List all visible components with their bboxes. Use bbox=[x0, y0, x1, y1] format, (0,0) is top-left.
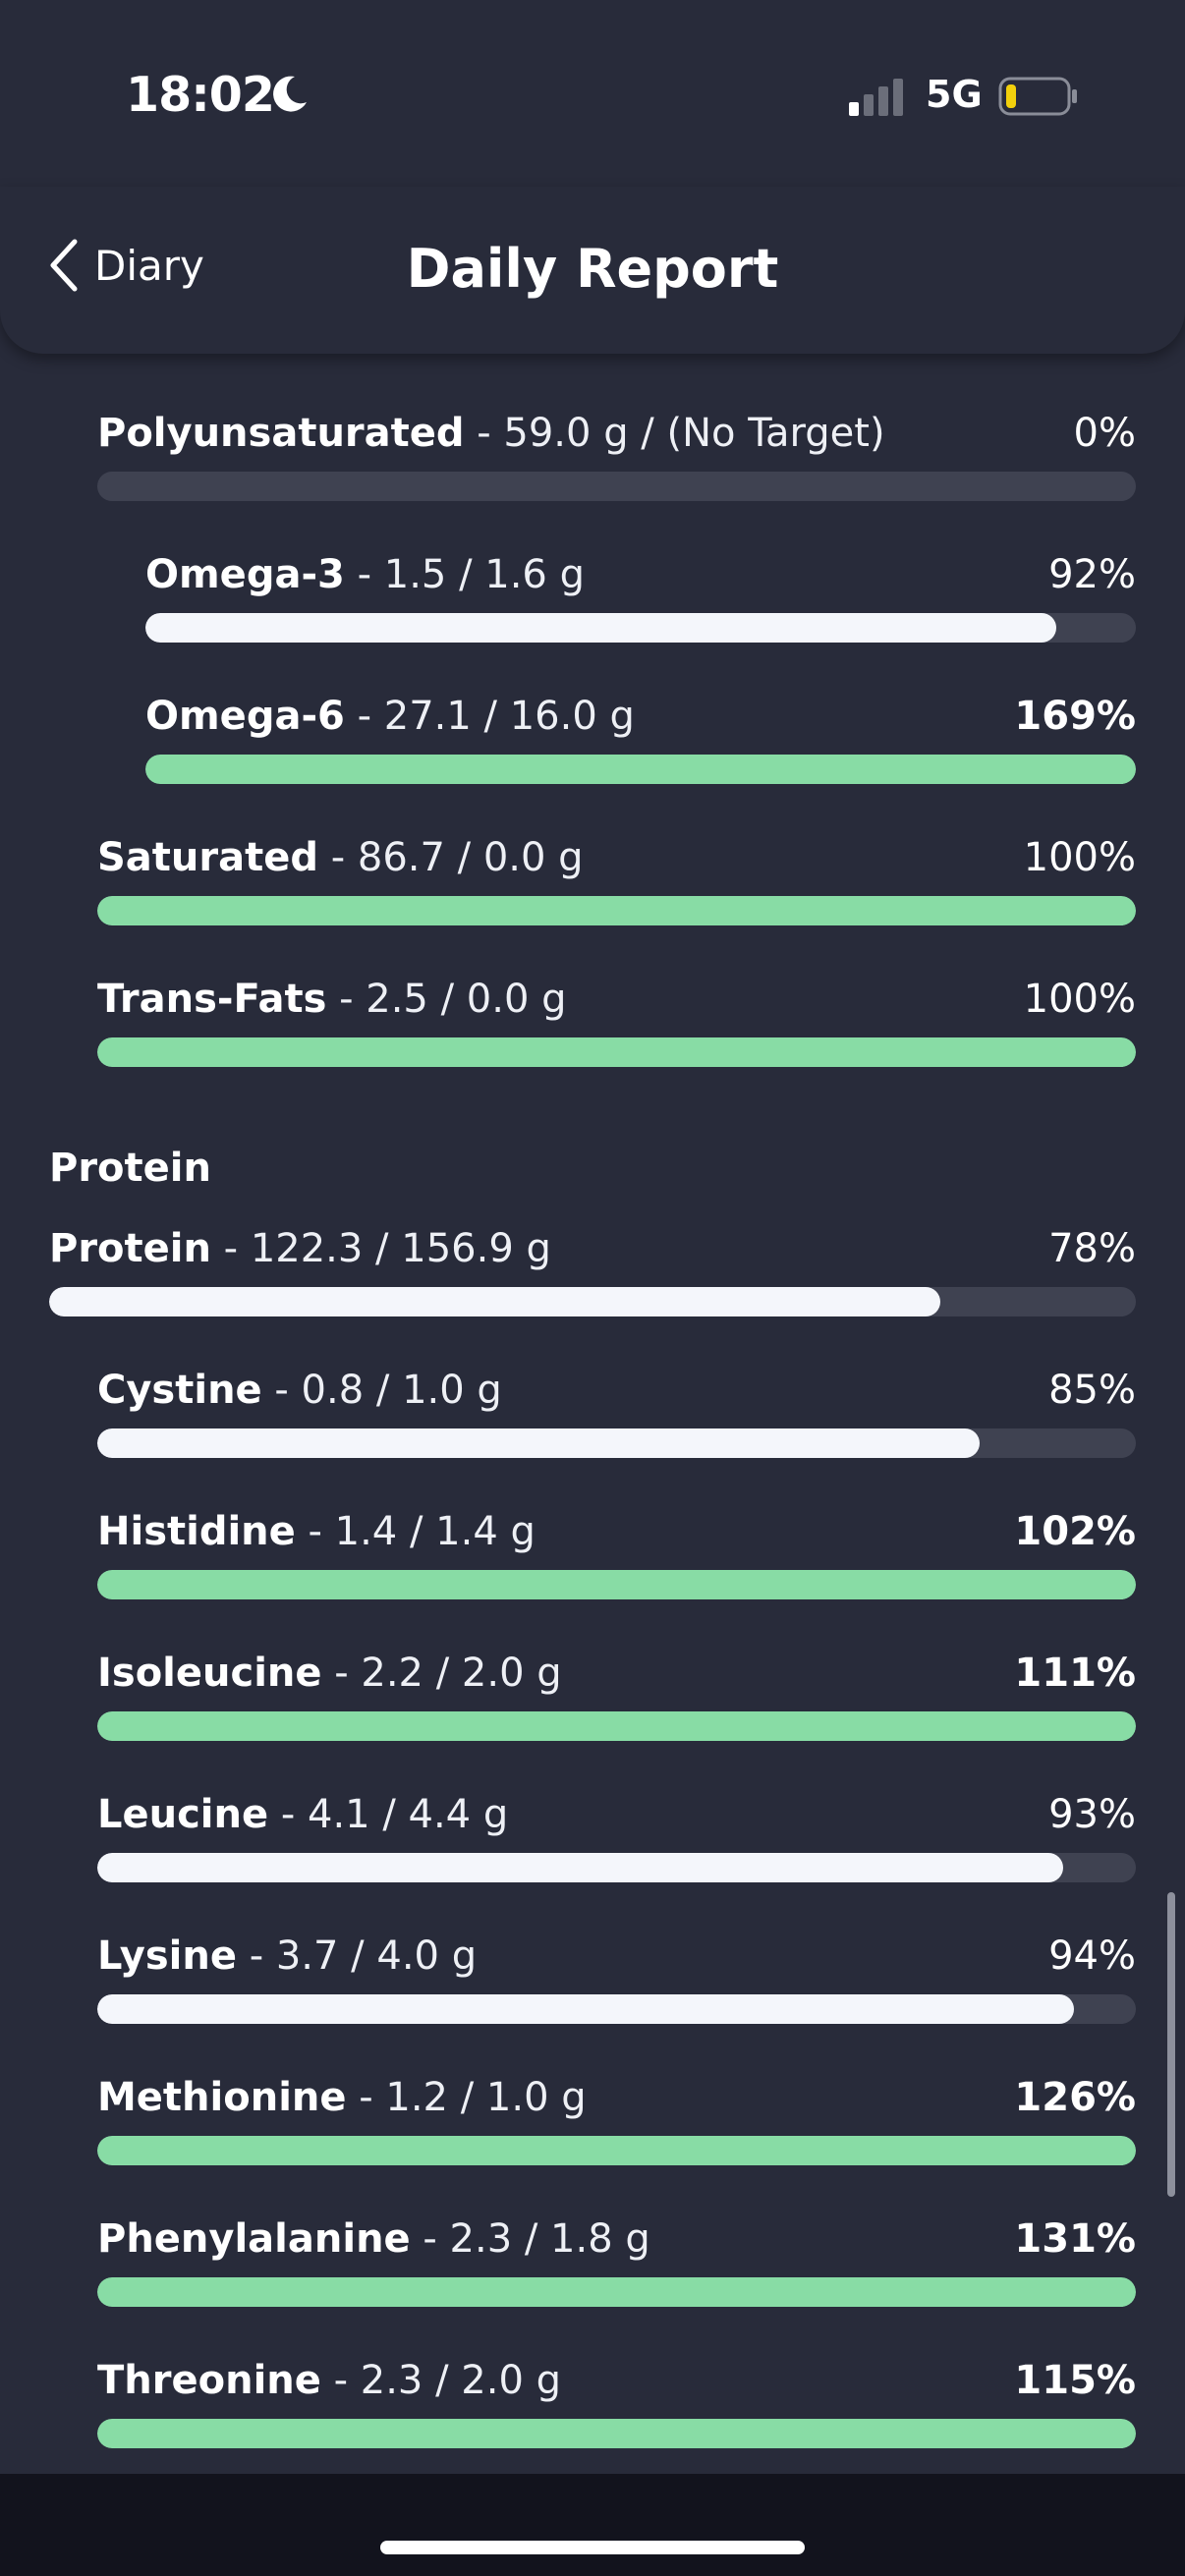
progress-track bbox=[49, 1287, 1136, 1316]
nutrient-name: Lysine bbox=[97, 1933, 237, 1979]
nutrient-amount: - 3.7 / 4.0 g bbox=[236, 1933, 478, 1979]
progress-track bbox=[97, 1853, 1136, 1882]
nutrient-percent: 93% bbox=[1048, 1792, 1136, 1837]
nutrient-name: Omega-6 bbox=[145, 694, 345, 739]
nutrient-percent: 92% bbox=[1048, 552, 1136, 597]
nutrient-name: Omega-3 bbox=[145, 552, 345, 597]
nutrient-amount: - 2.3 / 2.0 g bbox=[320, 2358, 561, 2403]
nutrient-label: Polyunsaturated - 59.0 g / (No Target) bbox=[97, 411, 1136, 468]
nutrient-name: Trans-Fats bbox=[97, 977, 327, 1022]
nutrient-name: Protein bbox=[49, 1226, 211, 1271]
nutrient-percent: 94% bbox=[1048, 1933, 1136, 1979]
header: Diary Daily Report bbox=[0, 187, 1185, 354]
progress-fill bbox=[97, 1570, 1136, 1599]
scrollbar[interactable] bbox=[1167, 1892, 1175, 2197]
nutrient-percent: 0% bbox=[1073, 411, 1136, 456]
nutrient-percent: 111% bbox=[1014, 1651, 1136, 1696]
back-label: Diary bbox=[94, 241, 204, 290]
nutrient-name: Leucine bbox=[97, 1792, 269, 1837]
nutrient-label: Trans-Fats - 2.5 / 0.0 g bbox=[97, 977, 1136, 1034]
nutrient-name: Phenylalanine bbox=[97, 2216, 411, 2262]
nutrient-amount: - 2.5 / 0.0 g bbox=[326, 977, 567, 1022]
progress-track bbox=[97, 1994, 1136, 2024]
nutrient-percent: 85% bbox=[1048, 1368, 1136, 1413]
nutrient-amount: - 4.1 / 4.4 g bbox=[268, 1792, 509, 1837]
progress-fill bbox=[97, 1853, 1063, 1882]
nutrient-name: Threonine bbox=[97, 2358, 321, 2403]
progress-track bbox=[145, 613, 1136, 643]
nutrient-name: Isoleucine bbox=[97, 1651, 322, 1696]
nutrient-percent: 131% bbox=[1014, 2216, 1136, 2262]
nutrient-name: Polyunsaturated bbox=[97, 411, 465, 456]
progress-fill bbox=[145, 755, 1136, 784]
nutrient-percent: 115% bbox=[1014, 2358, 1136, 2403]
progress-track bbox=[145, 755, 1136, 784]
signal-icon bbox=[849, 79, 903, 116]
progress-fill bbox=[97, 896, 1136, 925]
nutrient-label: Threonine - 2.3 / 2.0 g bbox=[97, 2358, 1136, 2415]
bottom-bar bbox=[0, 2474, 1185, 2576]
nutrient-label: Leucine - 4.1 / 4.4 g bbox=[97, 1792, 1136, 1849]
nutrient-amount: - 122.3 / 156.9 g bbox=[210, 1226, 551, 1271]
progress-track bbox=[97, 1428, 1136, 1458]
page-title: Daily Report bbox=[406, 238, 779, 300]
progress-fill bbox=[97, 2277, 1136, 2307]
nutrient-amount: - 0.8 / 1.0 g bbox=[261, 1368, 502, 1413]
progress-track bbox=[97, 1570, 1136, 1599]
nutrient-amount: - 2.2 / 2.0 g bbox=[321, 1651, 562, 1696]
nutrient-label: Saturated - 86.7 / 0.0 g bbox=[97, 835, 1136, 892]
progress-fill bbox=[49, 1287, 940, 1316]
nutrient-label: Methionine - 1.2 / 1.0 g bbox=[97, 2075, 1136, 2132]
nutrient-label: Isoleucine - 2.2 / 2.0 g bbox=[97, 1651, 1136, 1708]
home-indicator[interactable] bbox=[380, 2541, 805, 2554]
nutrient-name: Cystine bbox=[97, 1368, 262, 1413]
progress-track bbox=[97, 2136, 1136, 2165]
nutrient-amount: - 86.7 / 0.0 g bbox=[318, 835, 584, 880]
battery-icon bbox=[998, 77, 1077, 116]
nutrient-name: Saturated bbox=[97, 835, 318, 880]
progress-track bbox=[97, 2419, 1136, 2448]
nutrient-label: Cystine - 0.8 / 1.0 g bbox=[97, 1368, 1136, 1425]
progress-fill bbox=[145, 613, 1057, 643]
status-bar: 18:02 5G bbox=[0, 0, 1185, 187]
nutrient-label: Omega-3 - 1.5 / 1.6 g bbox=[145, 552, 1136, 609]
chevron-left-icon bbox=[50, 239, 78, 292]
nutrient-percent: 100% bbox=[1023, 835, 1136, 880]
nutrient-amount: - 27.1 / 16.0 g bbox=[344, 694, 635, 739]
nutrient-amount: - 2.3 / 1.8 g bbox=[410, 2216, 650, 2262]
progress-fill bbox=[97, 2419, 1136, 2448]
back-button[interactable]: Diary bbox=[47, 226, 204, 305]
nutrient-label: Omega-6 - 27.1 / 16.0 g bbox=[145, 694, 1136, 751]
moon-icon bbox=[273, 76, 307, 112]
progress-track bbox=[97, 2277, 1136, 2307]
nutrient-amount: - 1.5 / 1.6 g bbox=[344, 552, 585, 597]
progress-track bbox=[97, 472, 1136, 501]
progress-track bbox=[97, 896, 1136, 925]
progress-fill bbox=[97, 1711, 1136, 1741]
nutrient-amount: - 1.2 / 1.0 g bbox=[346, 2075, 587, 2120]
nutrient-amount: - 1.4 / 1.4 g bbox=[295, 1509, 536, 1554]
progress-track bbox=[97, 1711, 1136, 1741]
status-time: 18:02 bbox=[126, 67, 275, 123]
nutrient-name: Histidine bbox=[97, 1509, 296, 1554]
nutrient-percent: 100% bbox=[1023, 977, 1136, 1022]
nutrient-label: Protein - 122.3 / 156.9 g bbox=[49, 1226, 1136, 1283]
nutrient-name: Methionine bbox=[97, 2075, 347, 2120]
nutrient-percent: 78% bbox=[1048, 1226, 1136, 1271]
nutrient-label: Lysine - 3.7 / 4.0 g bbox=[97, 1933, 1136, 1990]
nutrient-percent: 126% bbox=[1014, 2075, 1136, 2120]
progress-fill bbox=[97, 1428, 981, 1458]
nutrient-percent: 102% bbox=[1014, 1509, 1136, 1554]
nutrient-label: Histidine - 1.4 / 1.4 g bbox=[97, 1509, 1136, 1566]
nutrient-amount: - 59.0 g / (No Target) bbox=[464, 411, 885, 456]
progress-fill bbox=[97, 1994, 1074, 2024]
progress-fill bbox=[97, 2136, 1136, 2165]
progress-track bbox=[97, 1037, 1136, 1067]
network-label: 5G bbox=[926, 73, 983, 116]
nutrient-label: Phenylalanine - 2.3 / 1.8 g bbox=[97, 2216, 1136, 2273]
section-title-protein: Protein bbox=[49, 1146, 211, 1191]
progress-fill bbox=[97, 1037, 1136, 1067]
nutrient-percent: 169% bbox=[1014, 694, 1136, 739]
